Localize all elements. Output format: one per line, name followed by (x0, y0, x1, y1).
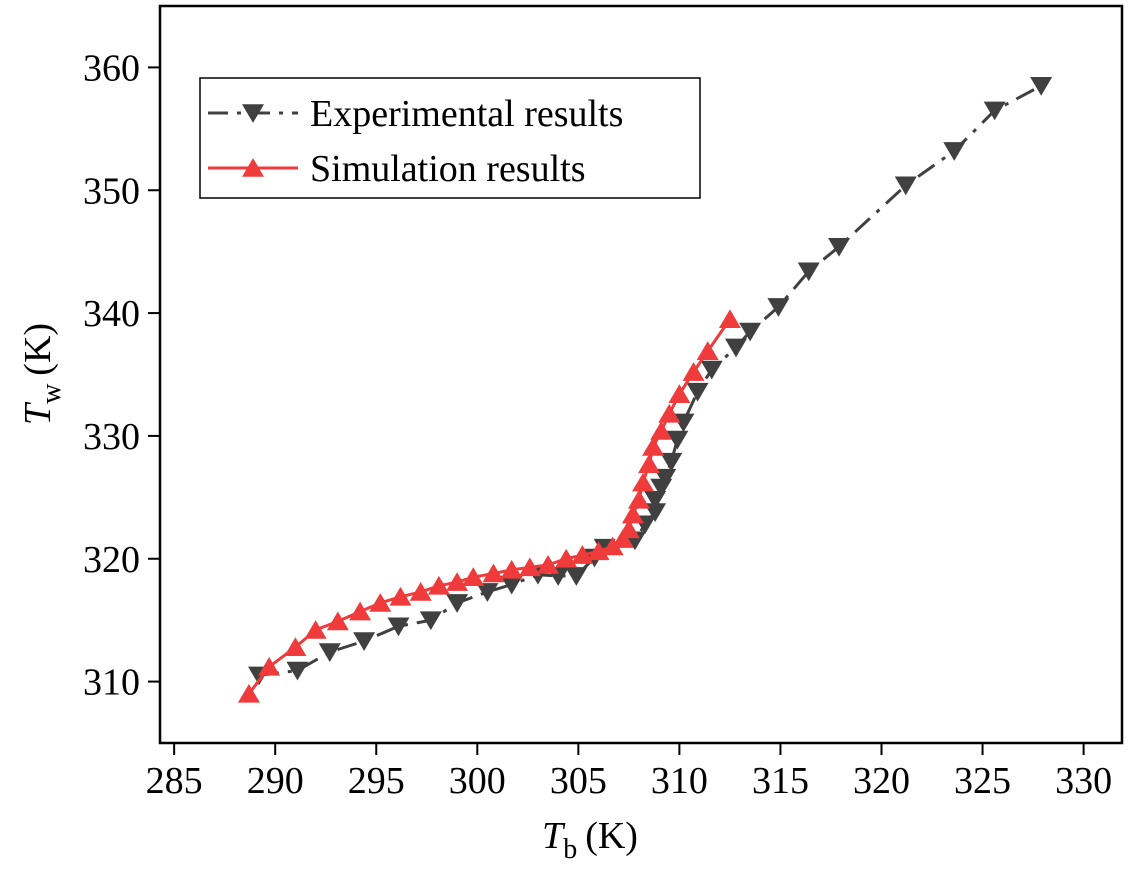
y-axis-label: Tw(K) (17, 323, 67, 425)
y-tick-label: 330 (83, 416, 140, 458)
marker (797, 262, 820, 282)
legend-marker (242, 158, 264, 177)
marker (828, 237, 851, 257)
x-tick-label: 290 (247, 760, 304, 802)
marker (983, 101, 1006, 121)
y-tick-label: 320 (83, 539, 140, 581)
x-axis-label: Tb (K) (542, 815, 638, 865)
marker (660, 452, 683, 472)
marker (500, 575, 523, 595)
y-tick-label: 350 (83, 170, 140, 212)
marker (682, 362, 705, 381)
marker (462, 567, 485, 586)
x-tick-label: 310 (651, 760, 708, 802)
marker (696, 341, 719, 360)
marker (482, 563, 505, 583)
marker (258, 656, 281, 676)
marker (409, 582, 432, 601)
marker (668, 384, 691, 403)
marker (537, 554, 560, 574)
y-tick-label: 340 (83, 293, 140, 335)
marker (700, 360, 723, 380)
marker (419, 611, 442, 631)
marker (446, 594, 469, 613)
x-tick-label: 330 (1055, 760, 1112, 802)
marker (650, 421, 673, 440)
marker (767, 298, 790, 317)
marker (642, 437, 665, 456)
marker (601, 536, 624, 556)
marker (658, 403, 681, 423)
marker (617, 519, 640, 539)
marker (611, 529, 634, 548)
marker (284, 637, 307, 656)
legend-label: Simulation results (310, 148, 586, 190)
x-tick-label: 300 (449, 760, 506, 802)
x-tick-label: 305 (550, 760, 607, 802)
x-tick-label: 320 (853, 760, 910, 802)
marker (644, 503, 667, 522)
plot-frame (158, 4, 1124, 745)
marker (304, 620, 327, 639)
marker (718, 309, 741, 329)
marker (654, 468, 677, 488)
marker (518, 557, 541, 577)
x-tick-label: 325 (954, 760, 1011, 802)
marker (565, 567, 588, 586)
marker (724, 338, 747, 358)
marker (571, 545, 594, 564)
marker (389, 586, 412, 606)
legend-marker (242, 104, 264, 123)
marker (237, 683, 260, 703)
x-tick-label: 295 (348, 760, 405, 802)
marker (666, 430, 689, 450)
x-tick-label: 285 (146, 760, 203, 802)
marker (632, 472, 655, 492)
marker (739, 322, 762, 342)
marker (446, 572, 469, 591)
marker (943, 142, 966, 161)
marker (387, 617, 410, 637)
marker (500, 559, 523, 579)
marker (894, 176, 917, 196)
marker (476, 583, 499, 602)
marker (627, 489, 650, 509)
marker (427, 575, 450, 595)
legend-box (199, 77, 701, 199)
marker (1030, 77, 1053, 96)
marker (353, 632, 376, 651)
legend-label: Experimental results (310, 93, 623, 135)
marker (326, 611, 349, 631)
marker (638, 454, 661, 473)
marker (349, 601, 372, 621)
x-tick-label: 315 (752, 760, 809, 802)
marker (318, 643, 341, 663)
marker (587, 541, 610, 561)
marker (621, 504, 644, 524)
y-tick-label: 360 (83, 47, 140, 89)
marker (286, 661, 309, 681)
marker (555, 548, 578, 568)
y-tick-label: 310 (83, 662, 140, 704)
marker (369, 593, 392, 612)
marker (686, 382, 709, 402)
marker (672, 413, 695, 433)
